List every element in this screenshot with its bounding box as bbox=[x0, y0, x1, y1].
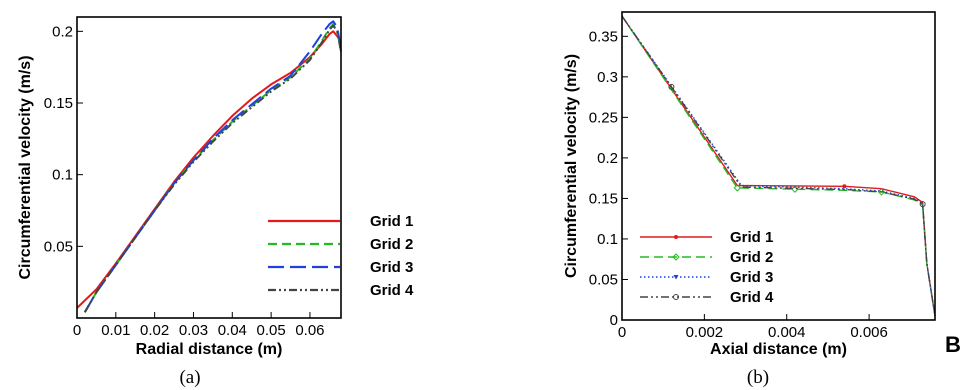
series-marker bbox=[919, 201, 926, 208]
x-tick-label: 0.01 bbox=[101, 322, 130, 339]
x-tick-label: 0.03 bbox=[179, 322, 208, 339]
legend-label: Grid 2 bbox=[730, 249, 773, 266]
legend-label: Grid 3 bbox=[730, 269, 773, 286]
panel-a-y-ticks: 0.05 0.1 0.15 0.2 bbox=[44, 23, 83, 255]
series-line-grid-3 bbox=[83, 20, 342, 313]
x-tick-label: 0.04 bbox=[218, 322, 247, 339]
y-tick-label: 0.05 bbox=[589, 271, 618, 288]
x-tick-label: 0.006 bbox=[850, 324, 888, 341]
series-marker bbox=[668, 83, 675, 90]
x-tick-label: 0 bbox=[618, 324, 626, 341]
series-line-grid-4 bbox=[621, 15, 936, 317]
panel-b-caption: (b) bbox=[747, 367, 769, 388]
y-tick-label: 0.25 bbox=[589, 109, 618, 126]
x-tick-label: 0.05 bbox=[257, 322, 286, 339]
series-line-grid-3 bbox=[621, 15, 936, 317]
x-tick-label: 0.004 bbox=[768, 324, 806, 341]
series-line-grid-4 bbox=[83, 24, 342, 313]
x-tick-label: 0.02 bbox=[140, 322, 169, 339]
y-tick-label: 0.35 bbox=[589, 28, 618, 45]
x-tick-label: 0.06 bbox=[295, 322, 324, 339]
y-tick-label: 0.3 bbox=[597, 69, 618, 86]
legend-label: Grid 4 bbox=[370, 282, 414, 299]
legend-label: Grid 1 bbox=[730, 229, 773, 246]
panel-b-y-ticks: 0 0.05 0.1 0.15 0.2 0.25 0.3 0.35 bbox=[589, 28, 628, 329]
panel-a-curves bbox=[76, 20, 342, 313]
series-marker bbox=[672, 253, 680, 261]
series-marker bbox=[673, 294, 679, 300]
panel-a-y-axis-label: Circumferential velocity (m/s) bbox=[17, 55, 34, 279]
panel-b-corner-label: B bbox=[945, 332, 961, 357]
panel-b-axes-frame bbox=[621, 11, 936, 321]
panel-a-x-axis-label: Radial distance (m) bbox=[136, 341, 283, 358]
panel-b-y-axis-label: Circumferential velocity (m/s) bbox=[563, 54, 580, 278]
legend-label: Grid 1 bbox=[370, 213, 413, 230]
x-tick-label: 0.002 bbox=[686, 324, 724, 341]
y-tick-label: 0.2 bbox=[52, 23, 73, 40]
y-tick-label: 0.2 bbox=[597, 150, 618, 167]
y-tick-label: 0.15 bbox=[44, 95, 73, 112]
legend-label: Grid 2 bbox=[370, 236, 413, 253]
panel-a-axes-frame bbox=[76, 16, 342, 319]
panel-a-x-ticks: 0 0.01 0.02 0.03 0.04 0.05 0.06 bbox=[73, 312, 325, 339]
x-tick-label: 0 bbox=[73, 322, 81, 339]
y-tick-label: 0.15 bbox=[589, 190, 618, 207]
legend-label: Grid 4 bbox=[730, 289, 774, 306]
legend-label: Grid 3 bbox=[370, 259, 413, 276]
series-line-grid-2 bbox=[621, 15, 936, 317]
panel-a-legend: Grid 1 Grid 2 Grid 3 Grid 4 bbox=[268, 213, 414, 299]
y-tick-label: 0.05 bbox=[44, 238, 73, 255]
panel-a-caption: (a) bbox=[179, 367, 200, 388]
series-marker bbox=[842, 184, 847, 189]
panel-b-x-ticks: 0 0.002 0.004 0.006 bbox=[618, 314, 888, 341]
panel-b-x-axis-label: Axial distance (m) bbox=[710, 341, 847, 358]
series-marker bbox=[733, 184, 742, 192]
panel-a: 0 0.01 0.02 0.03 0.04 0.05 0.06 0.05 0.1 0.15 0.2… bbox=[17, 16, 414, 388]
series-line-grid-1 bbox=[621, 15, 936, 317]
series-marker bbox=[674, 235, 678, 239]
y-tick-label: 0.1 bbox=[597, 231, 618, 248]
series-line-grid-2 bbox=[83, 23, 342, 313]
panel-b-curves bbox=[621, 15, 936, 317]
y-tick-label: 0.1 bbox=[52, 167, 73, 184]
panel-b: 0 0.002 0.004 0.006 00.050.10.150.20.250.30… bbox=[563, 11, 961, 388]
series-marker bbox=[673, 275, 679, 280]
panel-b-legend: Grid 1 Grid 2 Grid 3 Grid 4 bbox=[640, 229, 774, 306]
y-tick-label: 0 bbox=[610, 312, 618, 329]
